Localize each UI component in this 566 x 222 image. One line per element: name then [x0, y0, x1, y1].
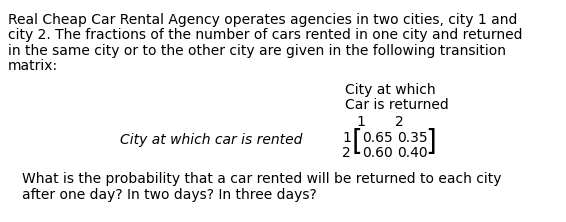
Text: ]: ] — [425, 128, 436, 156]
Text: 1: 1 — [342, 131, 351, 145]
Text: 0.60: 0.60 — [362, 146, 393, 160]
Text: city 2. The fractions of the number of cars rented in one city and returned: city 2. The fractions of the number of c… — [8, 28, 522, 42]
Text: City at which car is rented: City at which car is rented — [120, 133, 307, 147]
Text: Car is returned: Car is returned — [345, 98, 449, 112]
Text: 0.40: 0.40 — [397, 146, 428, 160]
Text: [: [ — [352, 128, 363, 156]
Text: Real Cheap Car Rental Agency operates agencies in two cities, city 1 and: Real Cheap Car Rental Agency operates ag… — [8, 13, 517, 27]
Text: What is the probability that a car rented will be returned to each city: What is the probability that a car rente… — [22, 172, 501, 186]
Text: 2: 2 — [342, 146, 351, 160]
Text: 0.35: 0.35 — [397, 131, 428, 145]
Text: City at which: City at which — [345, 83, 436, 97]
Text: 1: 1 — [356, 115, 365, 129]
Text: in the same city or to the other city are given in the following transition: in the same city or to the other city ar… — [8, 44, 506, 58]
Text: 2: 2 — [395, 115, 404, 129]
Text: 0.65: 0.65 — [362, 131, 393, 145]
Text: matrix:: matrix: — [8, 59, 58, 73]
Text: after one day? In two days? In three days?: after one day? In two days? In three day… — [22, 188, 317, 202]
